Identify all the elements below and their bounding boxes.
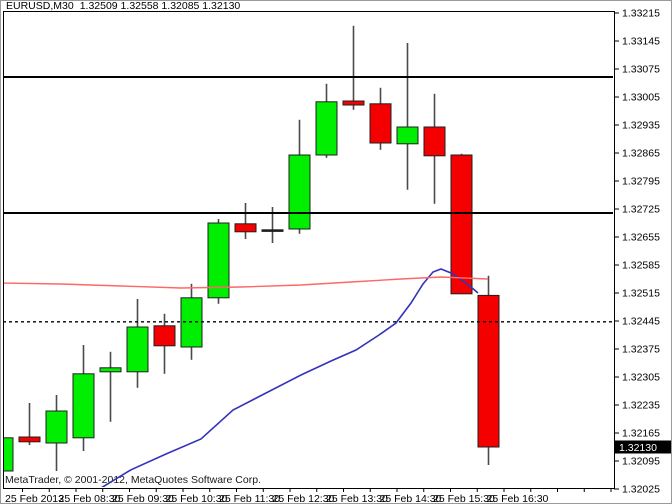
price-label: 1.32515 xyxy=(622,288,660,300)
time-label: 25 Feb 15:30 xyxy=(433,493,495,504)
candle-0730[interactable] xyxy=(1,424,14,472)
ohlc-quote-label: 1.32509 1.32558 1.32085 1.32130 xyxy=(79,0,241,12)
price-label: 1.32725 xyxy=(622,204,660,216)
price-label: 1.33145 xyxy=(622,36,660,48)
price-label: 1.32935 xyxy=(622,120,660,132)
candle-body xyxy=(261,229,284,232)
time-label: 25 Feb 12:30 xyxy=(273,493,335,504)
candle-body xyxy=(234,223,257,233)
time-label: 25 Feb 11:30 xyxy=(219,493,280,504)
current-price-tag: 1.32130 xyxy=(615,440,671,454)
price-label: 1.33215 xyxy=(622,8,660,20)
candle-1030[interactable] xyxy=(153,313,176,374)
time-label: 25 Feb 09:30 xyxy=(112,493,174,504)
candle-body xyxy=(450,154,473,295)
candle-1330[interactable] xyxy=(315,83,338,158)
candle-body xyxy=(477,294,500,448)
candle-body xyxy=(18,436,41,443)
candle-body xyxy=(207,222,230,299)
time-label: 25 Feb 14:30 xyxy=(380,493,442,504)
candle-body xyxy=(153,325,176,347)
chart-plot[interactable] xyxy=(1,25,614,492)
price-label: 1.32025 xyxy=(622,484,660,496)
price-label: 1.32165 xyxy=(622,428,660,440)
candle-0900[interactable] xyxy=(72,345,95,451)
price-label: 1.33005 xyxy=(622,92,660,104)
candle-1000[interactable] xyxy=(126,299,149,388)
candle-0930[interactable] xyxy=(99,351,122,422)
chart-frame xyxy=(3,11,615,489)
price-label: 1.32795 xyxy=(622,176,660,188)
candle-1200[interactable] xyxy=(234,203,257,239)
current-price-value: 1.32130 xyxy=(619,442,657,454)
candle-body xyxy=(369,103,392,144)
time-label: 25 Feb 08:30 xyxy=(59,493,121,504)
candle-1600[interactable] xyxy=(450,153,473,295)
candle-0830[interactable] xyxy=(45,395,68,471)
price-label: 1.32375 xyxy=(622,344,660,356)
candle-body xyxy=(396,126,419,145)
time-label: 25 Feb 2013 xyxy=(5,493,64,504)
candle-1530[interactable] xyxy=(423,93,446,204)
candle-body xyxy=(288,154,311,230)
candle-1130[interactable] xyxy=(207,219,230,304)
candle-body xyxy=(315,101,338,156)
candle-1430[interactable] xyxy=(369,87,392,150)
candle-body xyxy=(423,126,446,157)
candle-body xyxy=(126,326,149,373)
candle-1500[interactable] xyxy=(396,43,419,190)
candle-1630[interactable] xyxy=(477,275,500,465)
candle-body xyxy=(4,437,14,472)
time-label: 25 Feb 16:30 xyxy=(487,493,549,504)
price-label: 1.32445 xyxy=(622,316,660,328)
candle-0800[interactable] xyxy=(18,403,41,445)
price-label: 1.32235 xyxy=(622,400,660,412)
candle-body xyxy=(99,367,122,373)
price-label: 1.32585 xyxy=(622,260,660,272)
candle-1300[interactable] xyxy=(288,119,311,234)
candle-body xyxy=(45,410,68,444)
price-label: 1.32095 xyxy=(622,456,660,468)
price-label: 1.32305 xyxy=(622,372,660,384)
symbol-period-label: EURUSD,M30 xyxy=(6,0,74,12)
copyright-text: MetaTrader, © 2001-2012, MetaQuotes Soft… xyxy=(5,474,261,486)
candle-1400[interactable] xyxy=(342,25,365,110)
candle-body xyxy=(342,100,365,106)
time-label: 25 Feb 13:30 xyxy=(326,493,388,504)
chart-title: EURUSD,M30 1.32509 1.32558 1.32085 1.3213… xyxy=(6,1,240,11)
ma-fast-blue[interactable] xyxy=(97,268,479,492)
price-label: 1.33075 xyxy=(622,64,660,76)
ma-slow-red[interactable] xyxy=(3,276,489,289)
price-scale[interactable]: 1.33215 1.33145 1.33075 1.33005 1.32935 1.328… xyxy=(614,8,660,496)
price-label: 1.32865 xyxy=(622,148,660,160)
candle-body xyxy=(72,373,95,439)
price-label: 1.32655 xyxy=(622,232,660,244)
time-label: 25 Feb 10:30 xyxy=(166,493,228,504)
